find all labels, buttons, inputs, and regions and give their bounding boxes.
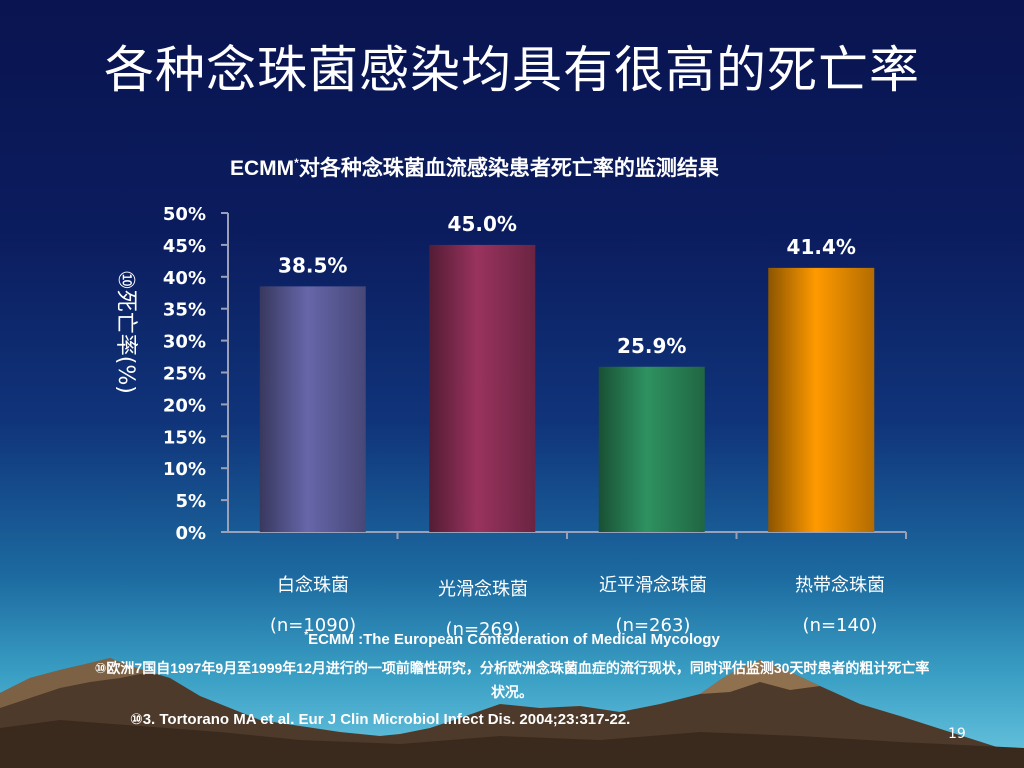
bar-1 (259, 286, 366, 532)
category-count: (n=1090) (269, 615, 357, 636)
footnote-reference: ⑩3. Tortorano MA et al. Eur J Clin Micro… (130, 711, 631, 728)
y-tick-label: 40% (163, 268, 206, 289)
y-axis-label-text: 死亡率(%) (113, 289, 138, 394)
category-label-4: 热带念珠菌 (n=140) (755, 566, 925, 646)
footnote-study-description: ⑩欧洲7国自1997年9月至1999年12月进行的一项前瞻性研究，分析欧洲念珠菌… (94, 660, 930, 700)
category-name: 近平滑念珠菌 (599, 575, 707, 596)
y-tick-label: 20% (163, 395, 206, 416)
bar-value-label: 38.5% (278, 253, 347, 277)
footnote-ecmm: *ECMM :The European Confederation of Med… (0, 630, 1024, 648)
chart-title-prefix: ECMM (230, 157, 295, 180)
chart-title-text: 对各种念珠菌血流感染患者死亡率的监测结果 (298, 157, 719, 180)
category-label-3: 近平滑念珠菌 (n=263) (568, 566, 738, 646)
category-name: 热带念珠菌 (795, 575, 885, 596)
y-axis-label: ⑩死亡率(%) (110, 270, 140, 394)
bar-4 (768, 267, 875, 532)
y-tick-label: 45% (163, 236, 206, 257)
y-tick-label: 25% (163, 364, 206, 385)
y-tick-label: 35% (163, 300, 206, 321)
chart-title: ECMM*对各种念珠菌血流感染患者死亡率的监测结果 (230, 152, 719, 182)
slide-title: 各种念珠菌感染均具有很高的死亡率 (104, 41, 920, 99)
footnote-ecmm-text: ECMM :The European Confederation of Medi… (308, 631, 720, 648)
y-axis-label-marker: ⑩ (113, 270, 138, 290)
y-tick-label: 50% (163, 204, 206, 225)
category-label-1: 白念珠菌 (n=1090) (228, 566, 398, 646)
category-count: (n=269) (445, 619, 521, 640)
category-count: (n=263) (615, 615, 691, 636)
y-tick-label: 5% (175, 491, 206, 512)
mountain-background (0, 658, 1024, 768)
chart-title-marker: * (294, 156, 299, 170)
category-label-2: 光滑念珠菌 (n=269) (398, 570, 568, 650)
y-tick-label: 30% (163, 332, 206, 353)
bar-3 (598, 366, 705, 532)
category-name: 光滑念珠菌 (438, 579, 528, 600)
bar-value-label: 25.9% (617, 334, 686, 358)
bar-value-label: 45.0% (448, 212, 517, 236)
bar-2 (429, 244, 536, 532)
y-tick-label: 10% (163, 459, 206, 480)
page-number: 19 (948, 726, 966, 742)
footnote-marker: * (304, 630, 309, 641)
category-count: (n=140) (802, 615, 878, 636)
bar-value-label: 41.4% (787, 235, 856, 259)
category-name: 白念珠菌 (277, 575, 349, 596)
y-tick-label: 15% (163, 427, 206, 448)
y-tick-label: 0% (175, 523, 206, 544)
